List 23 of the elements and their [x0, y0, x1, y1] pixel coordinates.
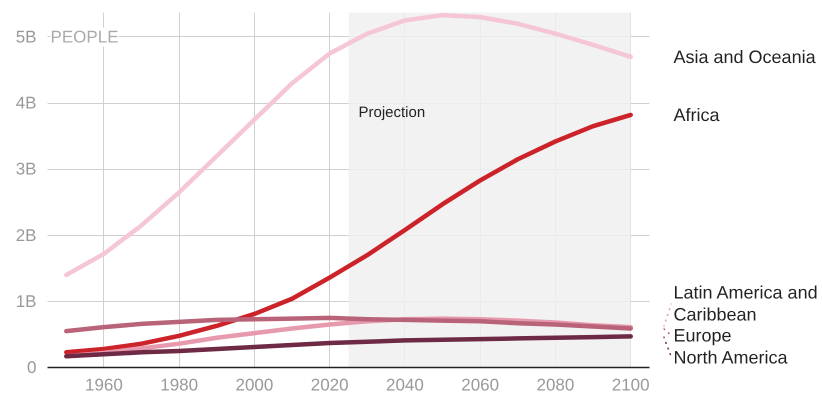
line-series	[64, 316, 633, 334]
x-tick-label: 2020	[310, 376, 349, 394]
x-tick-label: 2060	[461, 376, 500, 394]
y-tick-label: 3B	[16, 160, 37, 179]
text: North America	[674, 348, 789, 368]
band-label: Projection	[358, 104, 426, 121]
x-tick-label: 2080	[536, 376, 574, 394]
y-tick-label: 4B	[16, 94, 37, 113]
x-tick-label: 2040	[386, 376, 424, 394]
y-tick-label: 1B	[16, 292, 37, 311]
x-tick-label: 2000	[236, 376, 274, 394]
text: Asia and Oceania	[674, 46, 817, 67]
y-tick-label: 0	[27, 358, 37, 377]
x-tick-label: 1960	[85, 376, 123, 394]
legend-label: Latin America and Caribbean	[674, 282, 818, 324]
text: Africa	[674, 104, 720, 125]
line-series	[64, 334, 633, 359]
x-tick-label: 2100	[612, 376, 650, 394]
y-axis-title: PEOPLE	[50, 27, 119, 46]
y-tick-label: 2B	[16, 226, 37, 245]
legend-label: Europe	[674, 326, 732, 346]
y-tick-label: 5B	[16, 27, 37, 46]
x-tick-label: 1980	[160, 376, 198, 394]
